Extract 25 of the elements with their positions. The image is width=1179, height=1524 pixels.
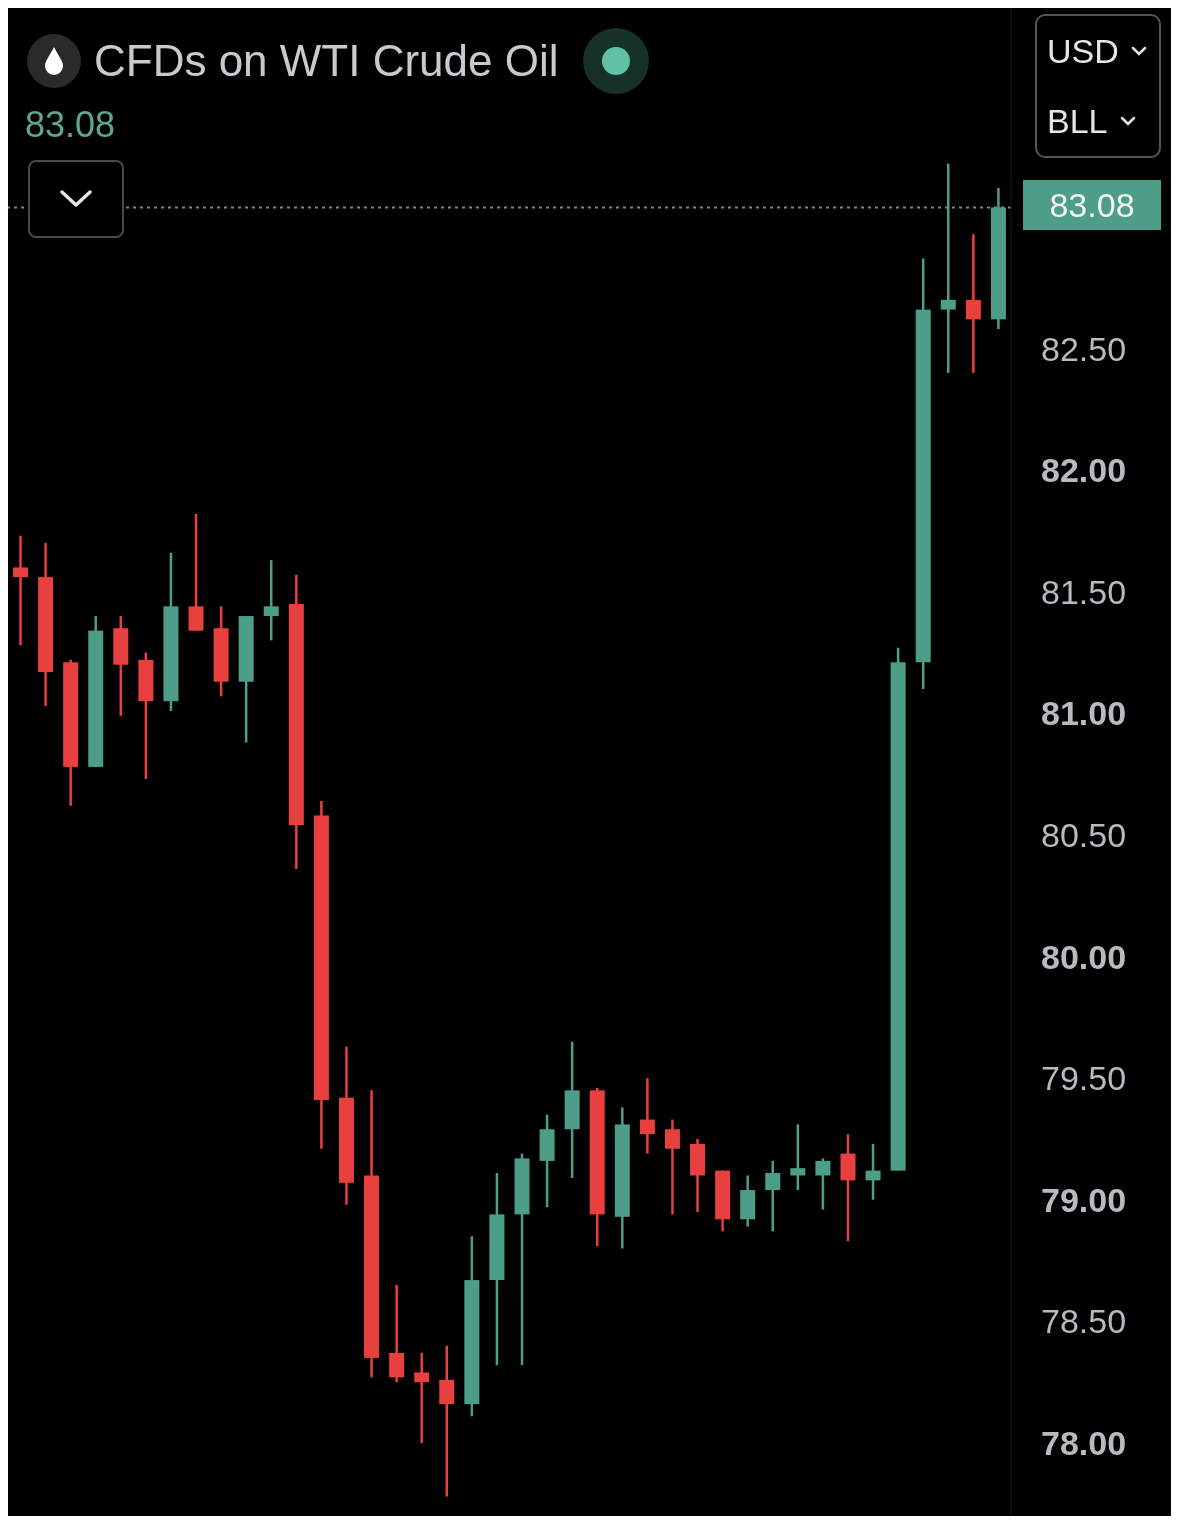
- y-tick-label: 79.50: [1041, 1059, 1127, 1098]
- y-tick-label: 81.00: [1041, 694, 1127, 733]
- y-tick-label: 82.50: [1041, 329, 1127, 368]
- candlestick: [790, 1123, 806, 1192]
- candlestick: [965, 232, 981, 375]
- candlestick: [765, 1159, 781, 1233]
- ref-line-label: 83.08: [1023, 180, 1161, 231]
- candlestick: [865, 1142, 881, 1202]
- text: USD: [1047, 31, 1119, 71]
- candlestick: [13, 534, 28, 647]
- y-tick-label: 78.50: [1041, 1302, 1127, 1341]
- candlestick: [414, 1351, 430, 1445]
- y-tick-label: 80.00: [1041, 937, 1127, 976]
- candlestick: [815, 1157, 831, 1211]
- candlestick: [664, 1118, 680, 1216]
- candlestick: [263, 558, 279, 642]
- y-tick-label: 79.00: [1041, 1180, 1127, 1219]
- text: 83.08: [25, 104, 116, 146]
- text: CFDs on WTI Crude Oil: [94, 36, 559, 86]
- y-tick-label: 78.00: [1041, 1424, 1127, 1463]
- candlestick: [639, 1076, 655, 1155]
- y-tick-label: 81.50: [1041, 572, 1127, 611]
- text: BLL: [1047, 101, 1108, 141]
- y-tick-label: 80.50: [1041, 815, 1127, 854]
- y-tick-label: 82.00: [1041, 451, 1127, 490]
